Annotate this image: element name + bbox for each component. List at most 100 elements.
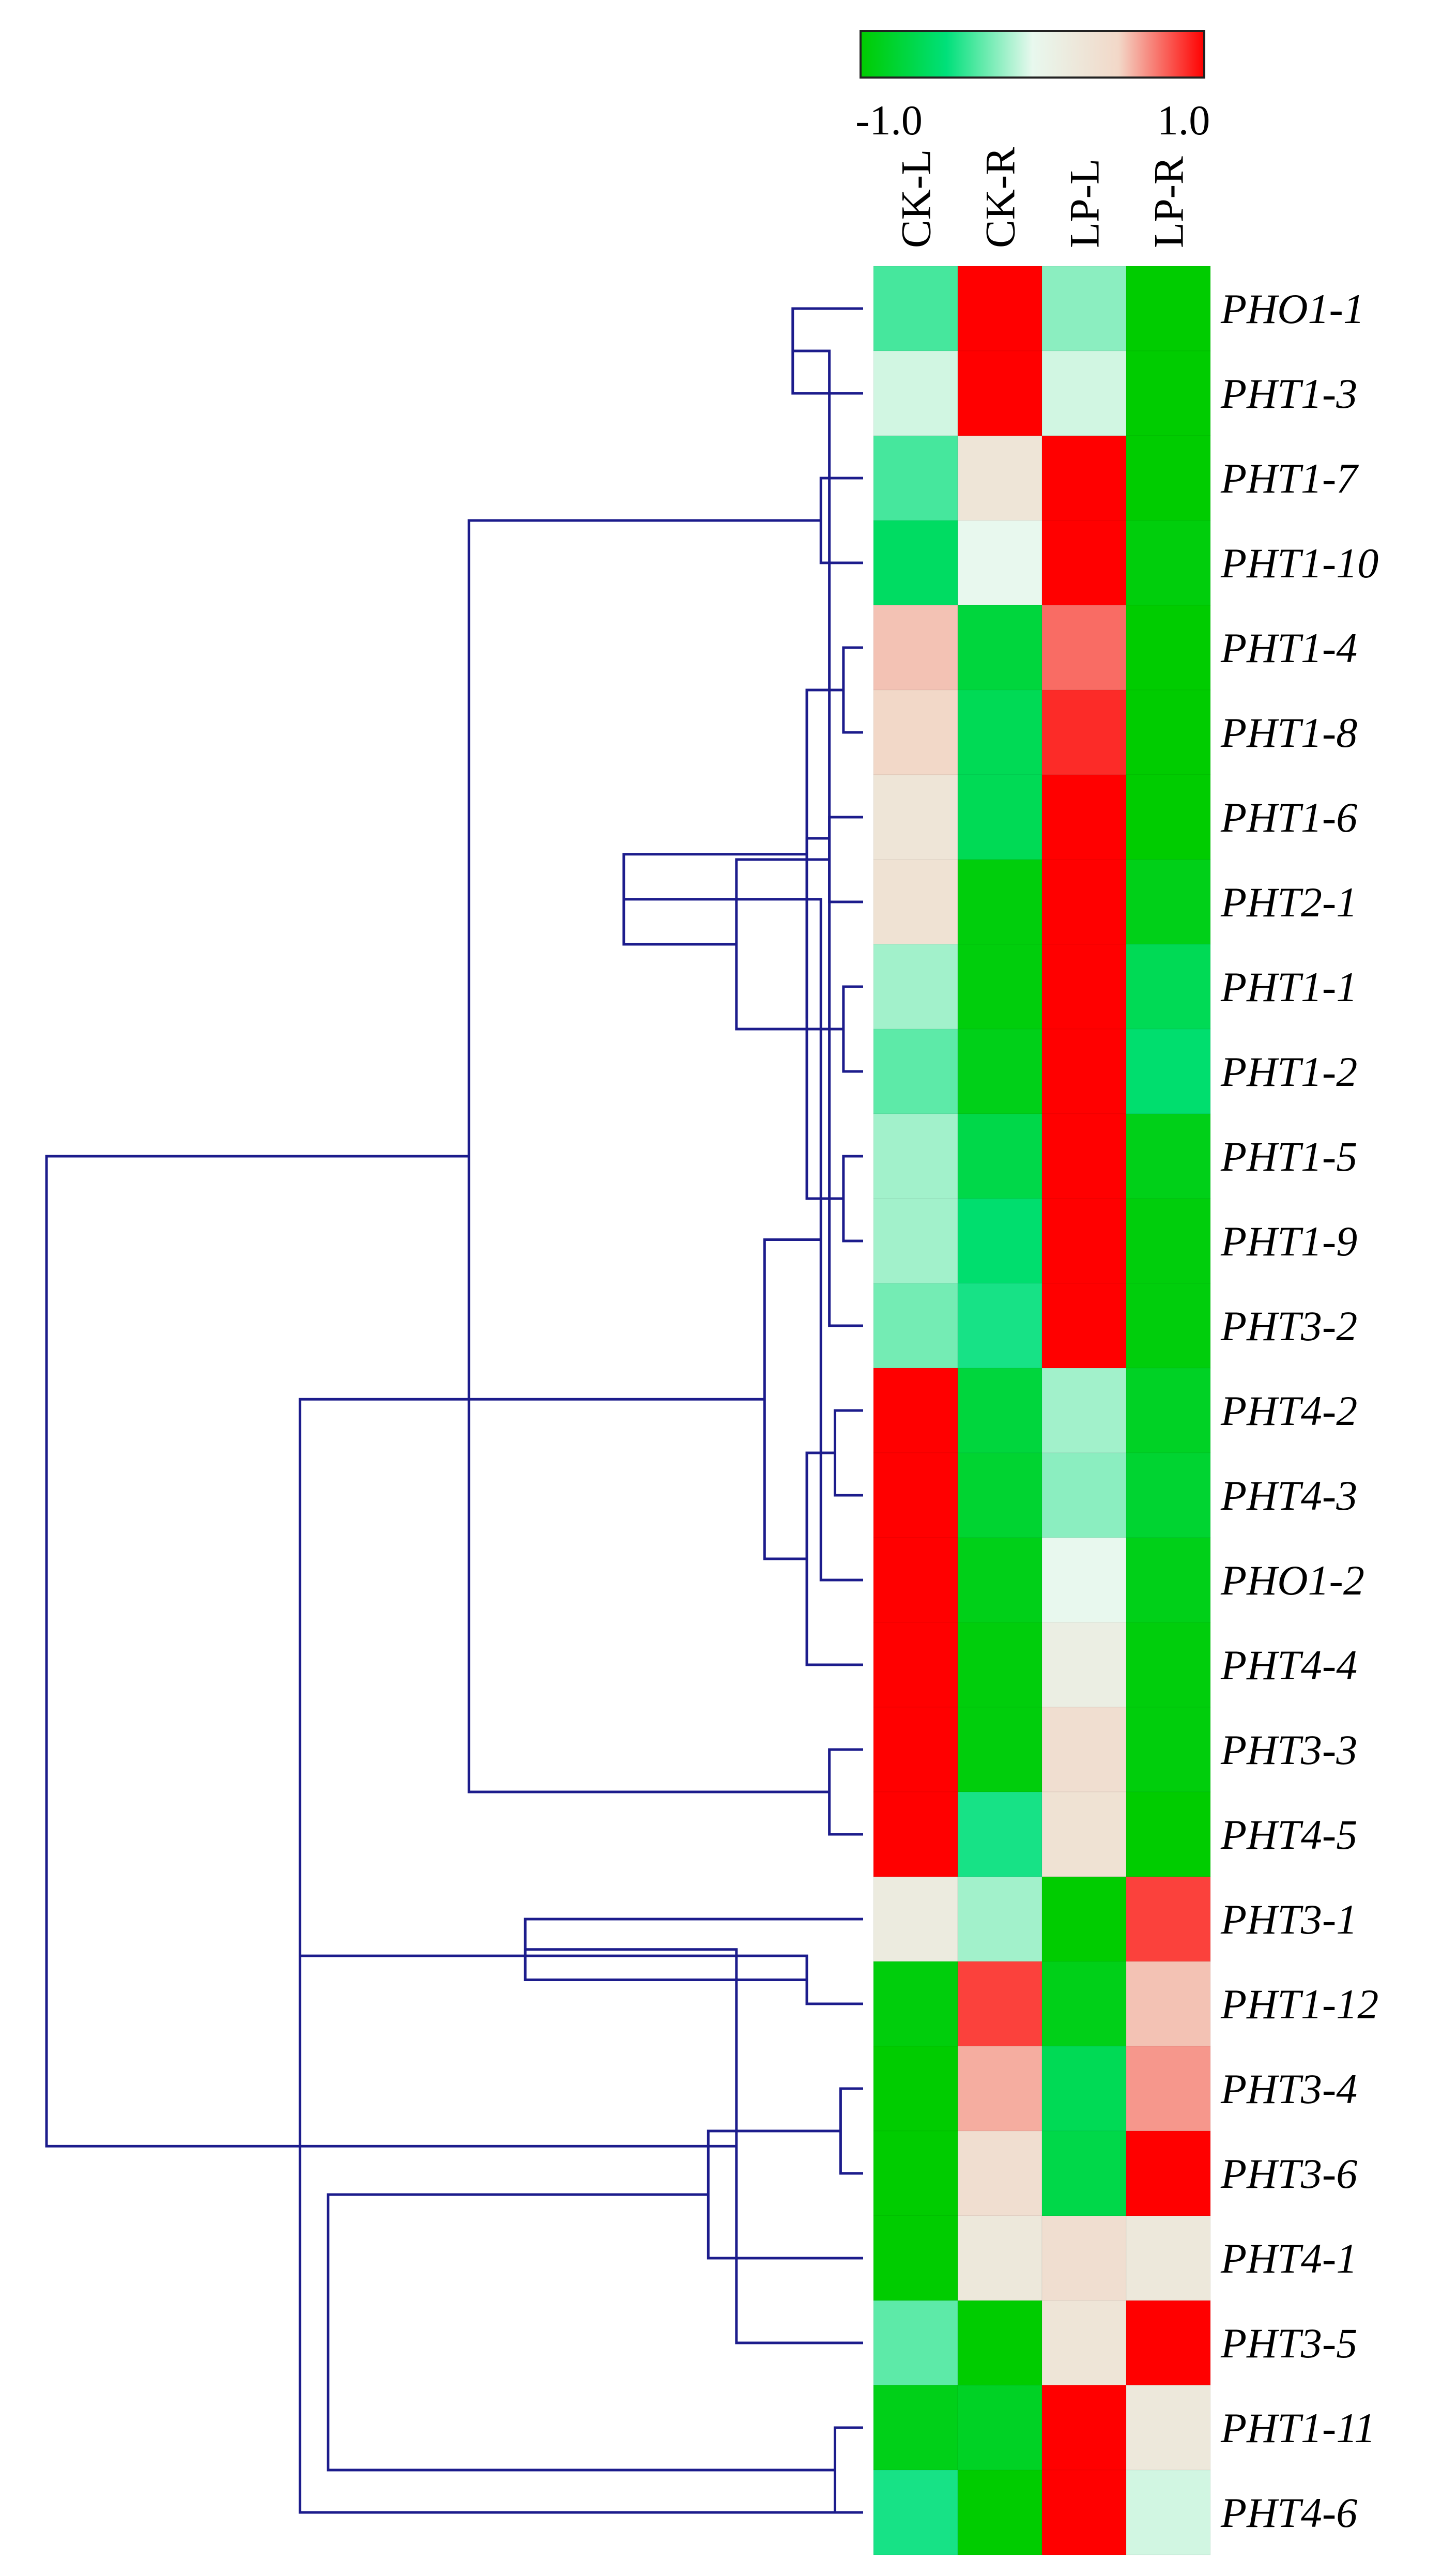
- heatmap-cell: [1126, 1961, 1211, 2047]
- heatmap-cell: [873, 2046, 958, 2132]
- heatmap-cell: [1126, 1198, 1211, 1284]
- colorbar-max-label: 1.0: [1157, 97, 1210, 144]
- heatmap-cell: [957, 1622, 1042, 1708]
- dendrogram-branch: [735, 858, 843, 1031]
- heatmap-cell: [957, 1283, 1042, 1369]
- heatmap-cell: [1126, 2300, 1211, 2386]
- heatmap-cell: [873, 1876, 958, 1962]
- heatmap-cell: [1126, 350, 1211, 436]
- heatmap-cell: [1126, 2215, 1211, 2301]
- heatmap-cell: [1041, 944, 1127, 1030]
- heatmap-cell: [1126, 2470, 1211, 2555]
- heatmap-cell: [873, 266, 958, 351]
- heatmap-cell: [873, 1707, 958, 1792]
- heatmap-cell: [873, 1622, 958, 1708]
- row-label: PHT1-3: [1220, 370, 1357, 417]
- heatmap-cell: [1041, 1622, 1127, 1708]
- dendrogram-branch: [525, 1948, 863, 2344]
- heatmap-cell: [1126, 1707, 1211, 1792]
- heatmap-cell: [873, 1537, 958, 1623]
- heatmap-cell: [957, 1876, 1042, 1962]
- heatmap-cell: [873, 1791, 958, 1877]
- dendrogram-branch: [834, 1409, 863, 1497]
- row-label: PHT1-2: [1220, 1048, 1357, 1095]
- row-label: PHT4-5: [1220, 1811, 1357, 1858]
- heatmap-cell: [1041, 774, 1127, 860]
- heatmap-cell: [957, 266, 1042, 351]
- heatmap-cell: [1041, 689, 1127, 775]
- heatmap-cell: [1041, 1537, 1127, 1623]
- heatmap-cell: [1041, 2046, 1127, 2132]
- row-label: PHT4-6: [1220, 2489, 1357, 2536]
- heatmap-cell: [957, 2300, 1042, 2386]
- heatmap-cell: [957, 2130, 1042, 2216]
- heatmap-cell: [957, 2385, 1042, 2471]
- row-label: PHT1-1: [1220, 963, 1357, 1010]
- heatmap-cell: [1041, 1876, 1127, 1962]
- heatmap-cell: [1041, 520, 1127, 606]
- heatmap-cell: [1041, 605, 1127, 691]
- heatmap-cells: [873, 266, 1211, 2555]
- row-label: PHT3-2: [1220, 1302, 1357, 1350]
- row-label: PHT4-3: [1220, 1472, 1357, 1519]
- dendrogram-branch: [839, 2087, 863, 2175]
- colorbar-gradient: [860, 30, 1205, 79]
- dendrogram-branch: [467, 519, 830, 1793]
- heatmap-cell: [1126, 605, 1211, 691]
- row-label: PHT3-6: [1220, 2150, 1357, 2197]
- heatmap-cell: [873, 944, 958, 1030]
- dendrogram-branch: [828, 816, 863, 903]
- row-label: PHT4-1: [1220, 2235, 1357, 2282]
- heatmap-cell: [873, 2215, 958, 2301]
- heatmap-cell: [1126, 1283, 1211, 1369]
- heatmap-cell: [1126, 1113, 1211, 1199]
- heatmap-cell: [1041, 859, 1127, 945]
- row-label: PHT1-8: [1220, 709, 1357, 756]
- column-label: CK-R: [977, 147, 1024, 248]
- heatmap-cell: [873, 1452, 958, 1538]
- heatmap-cell: [1041, 2130, 1127, 2216]
- row-label: PHT3-1: [1220, 1896, 1357, 1943]
- row-label: PHT1-9: [1220, 1218, 1357, 1265]
- heatmap-cell: [1126, 1368, 1211, 1453]
- heatmap-cell: [957, 1198, 1042, 1284]
- colorbar: -1.0 1.0: [855, 30, 1210, 144]
- heatmap-cell: [957, 859, 1042, 945]
- dendrogram-branch: [805, 688, 843, 1019]
- heatmap-cell: [873, 605, 958, 691]
- heatmap-cell: [1041, 435, 1127, 521]
- heatmap-cell: [1041, 1961, 1127, 2047]
- heatmap-cell: [1126, 1452, 1211, 1538]
- heatmap-cell: [957, 1791, 1042, 1877]
- heatmap-cell: [873, 2385, 958, 2471]
- heatmap-cell: [1041, 1707, 1127, 1792]
- dendrogram-branch: [819, 477, 863, 564]
- heatmap-cell: [957, 350, 1042, 436]
- heatmap-cell: [1126, 435, 1211, 521]
- column-label: LP-L: [1061, 159, 1108, 248]
- heatmap-cell: [1126, 859, 1211, 945]
- heatmap-cell: [1041, 1198, 1127, 1284]
- heatmap-cell: [957, 2046, 1042, 2132]
- heatmap-cell: [1041, 2215, 1127, 2301]
- heatmap-cell: [957, 2470, 1042, 2555]
- row-label: PHT2-1: [1220, 879, 1357, 926]
- heatmap-cell: [957, 2215, 1042, 2301]
- row-label: PHT1-4: [1220, 624, 1357, 671]
- heatmap-cell: [1126, 774, 1211, 860]
- heatmap-cell: [957, 1029, 1042, 1114]
- row-label: PHT1-10: [1220, 540, 1378, 587]
- heatmap-cell: [1126, 689, 1211, 775]
- heatmap-cell: [1126, 1622, 1211, 1708]
- dendrogram-branch: [327, 2193, 835, 2472]
- row-label: PHT1-5: [1220, 1133, 1357, 1180]
- heatmap-cell: [957, 944, 1042, 1030]
- dendrogram-branch: [805, 837, 843, 1200]
- heatmap-cell: [873, 859, 958, 945]
- dendrogram-branch: [45, 1155, 737, 2148]
- heatmap-cell: [873, 1283, 958, 1369]
- heatmap-cell: [873, 520, 958, 606]
- heatmap-cell: [873, 1961, 958, 2047]
- dendrogram-branch: [842, 1155, 863, 1243]
